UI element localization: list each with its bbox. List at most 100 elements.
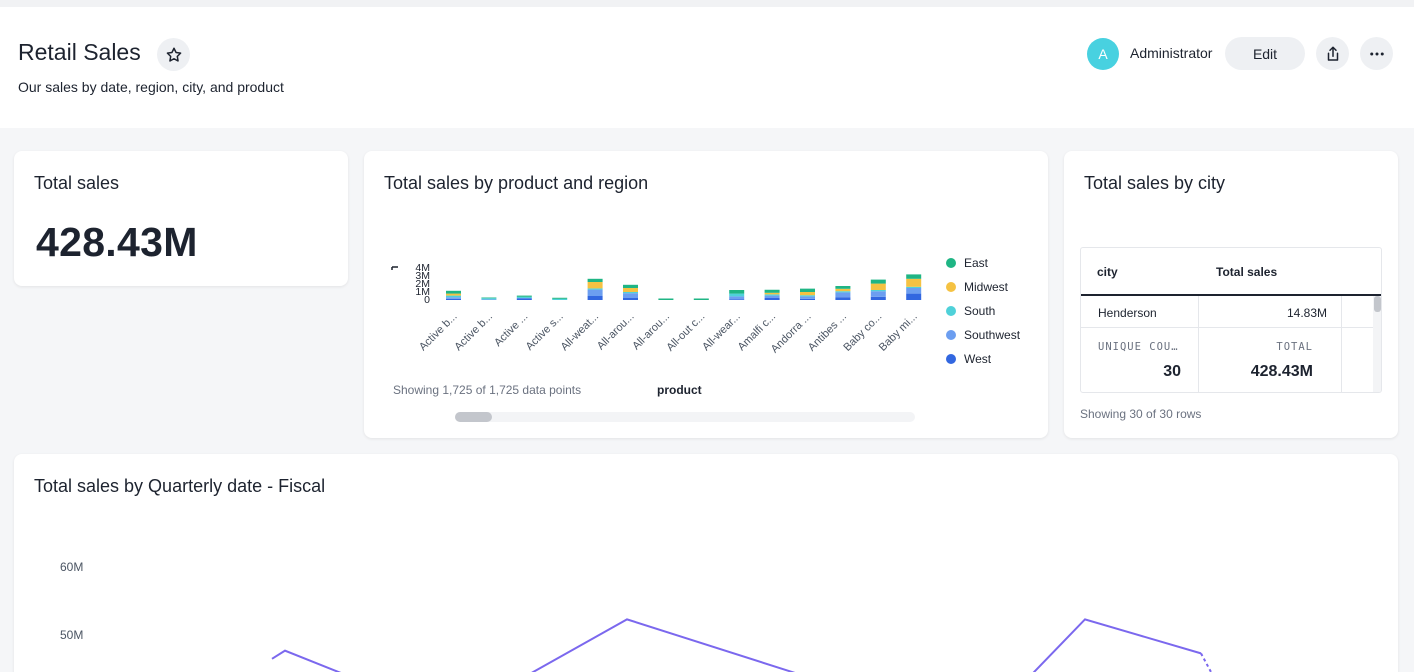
y-tick-label: 60M bbox=[60, 560, 83, 574]
city-table-card[interactable]: Total sales by city city Total sales Hen… bbox=[1064, 151, 1398, 438]
legend-label: South bbox=[964, 304, 996, 318]
avatar[interactable]: A bbox=[1087, 38, 1119, 70]
bar-segment-east[interactable] bbox=[729, 290, 745, 294]
bar-segment-south[interactable] bbox=[516, 296, 532, 298]
legend-dot-east bbox=[946, 258, 956, 268]
footer-value-unique-count: 30 bbox=[1163, 363, 1181, 380]
bar-segment-west[interactable] bbox=[870, 296, 886, 300]
city-sales-table: city Total sales Henderson 14.83M UNIQUE… bbox=[1080, 247, 1382, 393]
bar-segment-west[interactable] bbox=[729, 299, 745, 300]
bar-segment-southwest[interactable] bbox=[835, 292, 851, 298]
legend-item-east[interactable]: East bbox=[946, 251, 1020, 275]
bar-segment-south[interactable] bbox=[870, 290, 886, 292]
bar-segment-south[interactable] bbox=[835, 291, 851, 293]
bar-segment-southwest[interactable] bbox=[587, 289, 603, 296]
bar-segment-east[interactable] bbox=[764, 289, 780, 293]
column-divider bbox=[1198, 296, 1199, 392]
bar-segment-west[interactable] bbox=[623, 298, 638, 300]
x-tick-label: All-weat... bbox=[559, 311, 602, 354]
sales-line-projection[interactable] bbox=[1200, 652, 1224, 672]
bar-segment-east[interactable] bbox=[552, 297, 568, 299]
legend-label: West bbox=[964, 352, 992, 366]
legend-item-midwest[interactable]: Midwest bbox=[946, 275, 1020, 299]
bar-segment-southwest[interactable] bbox=[729, 296, 745, 300]
bar-segment-east[interactable] bbox=[835, 286, 851, 289]
bar-segment-south[interactable] bbox=[906, 286, 922, 288]
bar-segment-west[interactable] bbox=[906, 293, 922, 300]
favorite-button[interactable] bbox=[157, 38, 190, 71]
bar-segment-west[interactable] bbox=[764, 298, 780, 300]
bar-segment-east[interactable] bbox=[623, 284, 638, 288]
bar-segment-midwest[interactable] bbox=[764, 292, 780, 295]
bar-segment-midwest[interactable] bbox=[870, 283, 886, 290]
bar-segment-southwest[interactable] bbox=[870, 291, 886, 297]
bar-segment-southwest[interactable] bbox=[764, 295, 780, 298]
dashboard-header: Retail Sales Our sales by date, region, … bbox=[0, 0, 1414, 128]
legend-item-west[interactable]: West bbox=[946, 347, 1020, 371]
chart-title: Total sales by product and region bbox=[384, 173, 649, 193]
bar-segment-south[interactable] bbox=[764, 294, 780, 296]
chart-horizontal-scrollbar[interactable] bbox=[455, 412, 915, 422]
star-icon bbox=[166, 47, 181, 62]
cell-total-sales: 14.83M bbox=[1286, 306, 1327, 320]
bar-segment-west[interactable] bbox=[516, 298, 532, 300]
bar-segment-midwest[interactable] bbox=[446, 293, 461, 296]
bar-segment-east[interactable] bbox=[693, 298, 709, 301]
bar-segment-southwest[interactable] bbox=[906, 288, 922, 294]
bar-segment-midwest[interactable] bbox=[587, 282, 603, 289]
bar-segment-east[interactable] bbox=[906, 274, 922, 279]
bar-segment-midwest[interactable] bbox=[835, 288, 851, 292]
bar-segment-west[interactable] bbox=[446, 298, 461, 300]
bar-segment-east[interactable] bbox=[870, 279, 886, 284]
kpi-card-total-sales[interactable]: Total sales 428.43M bbox=[14, 151, 348, 286]
legend-item-southwest[interactable]: Southwest bbox=[946, 323, 1020, 347]
column-header-total-sales[interactable]: Total sales bbox=[1216, 265, 1278, 279]
bar-segment-east[interactable] bbox=[481, 297, 497, 299]
sales-line[interactable] bbox=[271, 618, 1202, 672]
scrollbar-thumb[interactable] bbox=[455, 412, 492, 422]
bar-segment-southwest[interactable] bbox=[623, 293, 638, 298]
footer-label-unique-count: UNIQUE COU… bbox=[1098, 341, 1179, 353]
share-button[interactable] bbox=[1316, 37, 1349, 70]
legend-dot-south bbox=[946, 306, 956, 316]
product-region-chart-card[interactable]: Total sales by product and region 4M 3M 2M… bbox=[364, 151, 1048, 438]
cell-city: Henderson bbox=[1098, 306, 1157, 320]
y-axis-bracket bbox=[391, 266, 398, 270]
table-vertical-scrollbar[interactable] bbox=[1373, 296, 1381, 392]
bar-segment-west[interactable] bbox=[800, 298, 815, 300]
bar-segment-west[interactable] bbox=[835, 297, 851, 300]
y-tick-label: 0 bbox=[424, 294, 430, 306]
scrollbar-thumb[interactable] bbox=[1374, 296, 1381, 312]
legend-item-south[interactable]: South bbox=[946, 299, 1020, 323]
kpi-title: Total sales bbox=[34, 173, 120, 193]
bar-segment-southwest[interactable] bbox=[800, 296, 815, 299]
bar-segment-west[interactable] bbox=[587, 296, 603, 300]
bar-segment-south[interactable] bbox=[800, 295, 815, 297]
bar-segment-east[interactable] bbox=[800, 288, 815, 292]
bar-segment-southwest[interactable] bbox=[481, 299, 497, 300]
bar-segment-midwest[interactable] bbox=[800, 292, 815, 296]
bar-segment-south[interactable] bbox=[446, 295, 461, 298]
bar-segment-south[interactable] bbox=[587, 288, 603, 290]
bar-segment-south[interactable] bbox=[729, 293, 745, 297]
bar-segment-south[interactable] bbox=[552, 298, 568, 300]
bar-segment-east[interactable] bbox=[446, 290, 461, 294]
quarterly-chart-card[interactable]: Total sales by Quarterly date - Fiscal 6… bbox=[14, 454, 1398, 672]
bar-segment-east[interactable] bbox=[516, 295, 532, 297]
x-tick-label: Baby mi... bbox=[877, 311, 920, 354]
y-tick-label: 50M bbox=[60, 628, 83, 642]
rows-note: Showing 30 of 30 rows bbox=[1080, 407, 1202, 421]
bar-segment-east[interactable] bbox=[587, 278, 603, 282]
bar-segment-midwest[interactable] bbox=[906, 278, 922, 287]
legend-label: East bbox=[964, 256, 989, 270]
column-header-city[interactable]: city bbox=[1097, 265, 1118, 279]
bar-segment-south[interactable] bbox=[481, 298, 497, 300]
edit-button[interactable]: Edit bbox=[1225, 37, 1305, 70]
bar-segment-midwest[interactable] bbox=[623, 288, 638, 292]
kpi-value: 428.43M bbox=[36, 219, 198, 265]
table-row[interactable]: Henderson 14.83M bbox=[1081, 296, 1381, 328]
bar-segment-south[interactable] bbox=[623, 292, 638, 294]
more-options-button[interactable] bbox=[1360, 37, 1393, 70]
bar-segment-southwest[interactable] bbox=[446, 297, 461, 299]
bar-segment-east[interactable] bbox=[658, 298, 674, 301]
